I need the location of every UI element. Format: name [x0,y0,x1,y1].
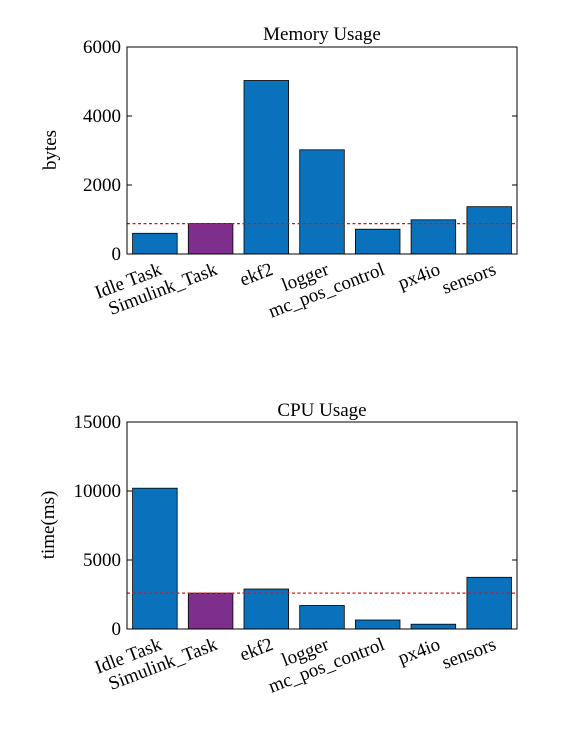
memory-y-tick-label: 4000 [83,106,121,127]
memory-bar-ekf2 [243,80,289,255]
cpu-chart-title: CPU Usage [277,400,366,421]
cpu-category-label-px4io: px4io [395,634,443,669]
memory-chart-title: Memory Usage [263,24,381,45]
cpu-y-tick-label: 0 [112,619,122,640]
cpu-bar-logger [299,605,345,630]
memory-bar-sensors [466,206,512,255]
memory-bar-simulink-task [187,223,234,255]
cpu-bar-idle-task [132,487,178,630]
cpu-y-tick-label: 5000 [83,550,121,571]
memory-axes-box [126,46,518,255]
cpu-axes-box [126,421,518,630]
memory-bar-idle-task [132,232,178,255]
cpu-category-label-ekf2: ekf2 [237,634,276,666]
cpu-bar-px4io [410,623,457,630]
memory-category-label-sensors: sensors [439,259,499,299]
memory-bar-px4io [410,219,457,255]
memory-bar-mc-pos-control [354,228,401,255]
cpu-y-tick-label: 10000 [74,481,122,502]
memory-y-axis-label: bytes [40,130,61,170]
cpu-bar-simulink-task [187,592,234,630]
cpu-bar-mc-pos-control [354,619,401,630]
cpu-y-axis-label: time(ms) [38,491,59,560]
cpu-bar-ekf2 [243,588,289,630]
cpu-y-tick-label: 15000 [74,412,122,433]
cpu-category-label-sensors: sensors [439,634,499,674]
memory-bar-logger [299,149,345,255]
cpu-bar-sensors [466,576,512,630]
memory-y-tick-label: 0 [112,244,122,265]
memory-y-tick-label: 2000 [83,175,121,196]
memory-y-tick-label: 6000 [83,37,121,58]
memory-category-label-px4io: px4io [395,259,443,294]
memory-category-label-ekf2: ekf2 [237,259,276,291]
